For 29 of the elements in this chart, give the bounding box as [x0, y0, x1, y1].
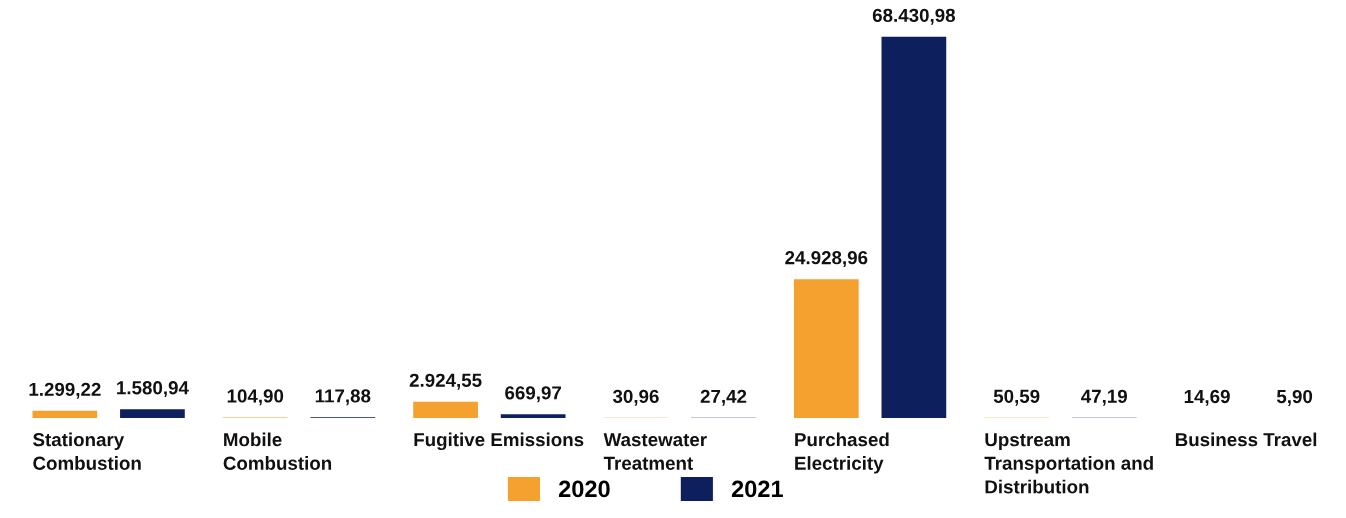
x-tick-label: Mobile Combustion	[223, 432, 332, 470]
x-tick-label: Wastewater Treatment	[603, 433, 707, 470]
data-label: 5,90	[1276, 389, 1313, 406]
bar	[500, 414, 566, 419]
data-label: 24.928,96	[785, 251, 868, 268]
x-tick-label: Purchased Electricity	[795, 432, 889, 474]
x-tick-label: Upstream Transportation and Distribution	[984, 433, 1153, 494]
data-label: 30,96	[612, 389, 659, 406]
data-label: 117,88	[315, 389, 371, 406]
data-label: 68.430,98	[872, 8, 956, 25]
data-label: 669,97	[505, 386, 561, 403]
bar	[32, 410, 98, 419]
data-label: 104,90	[227, 389, 284, 406]
x-tick-label: Fugitive Emissions	[414, 432, 584, 451]
x-tick-label: Business Travel	[1175, 432, 1317, 447]
data-label: 47,19	[1081, 389, 1128, 406]
data-label: 14,69	[1184, 389, 1230, 406]
bar	[881, 36, 947, 419]
data-label: 27,42	[700, 389, 747, 406]
data-label: 2.924,55	[409, 373, 482, 390]
legend-label: 2020	[558, 480, 610, 498]
legend-label: 2021	[731, 480, 783, 498]
bar	[793, 279, 859, 419]
x-tick-label: Stationary Combustion	[33, 432, 141, 470]
bar	[413, 401, 478, 419]
data-label: 1.299,22	[29, 382, 101, 399]
bar	[120, 409, 185, 419]
data-label: 1.580,94	[117, 381, 189, 398]
data-label: 50,59	[993, 389, 1040, 406]
